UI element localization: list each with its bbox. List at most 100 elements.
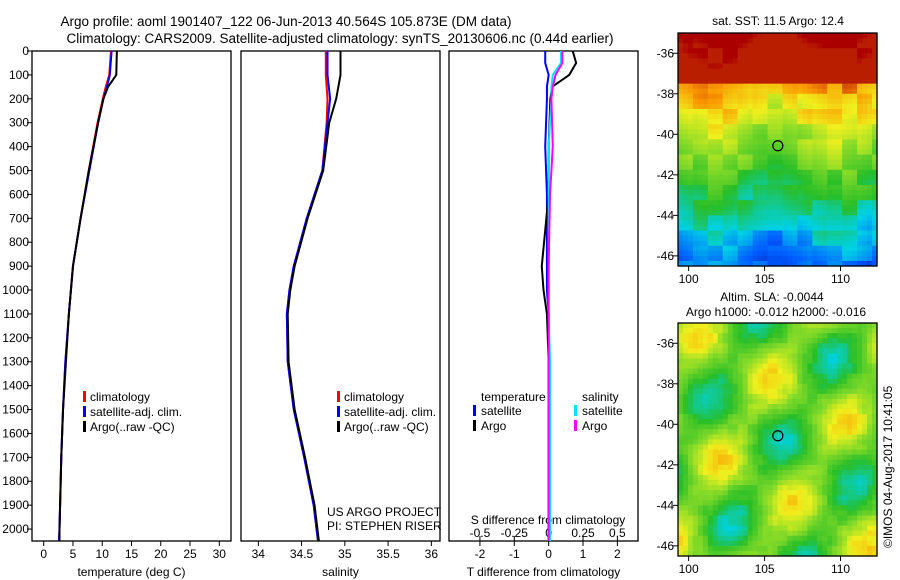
map-cell [832, 338, 838, 344]
map-cell [847, 240, 853, 247]
map-cell [782, 439, 789, 446]
map-cell [757, 53, 764, 59]
map-cell [752, 414, 759, 420]
map-cell [697, 383, 704, 390]
map-cell [802, 108, 808, 115]
map-cell [787, 328, 794, 334]
map-cell [722, 480, 729, 486]
map-cell [767, 353, 774, 360]
map-cell [782, 373, 789, 380]
map-cell [747, 164, 754, 171]
map-cell [782, 88, 789, 95]
map-cell [752, 63, 759, 70]
map-cell [782, 419, 789, 425]
map-cell [812, 230, 818, 237]
map-cell [722, 540, 729, 547]
map-cell [777, 174, 784, 181]
map-cell [697, 114, 704, 120]
map-cell [867, 205, 873, 211]
map-cell [832, 500, 838, 506]
map-cell [697, 184, 704, 191]
map-cell [678, 139, 684, 146]
map-cell [687, 434, 694, 441]
map-cell [777, 333, 784, 339]
map-cell [682, 225, 689, 232]
map-cell [717, 404, 724, 410]
map-cell [737, 68, 744, 75]
map-cell [697, 545, 704, 552]
map-cell [687, 98, 694, 105]
map-cell [697, 500, 704, 506]
map-cell [787, 429, 794, 436]
map-cell [817, 490, 823, 496]
legend-swatch [574, 420, 577, 431]
map-cell [867, 260, 873, 267]
map-cell [792, 154, 798, 161]
map-cell [707, 58, 714, 64]
map-cell [827, 393, 833, 400]
map-cell [857, 368, 863, 375]
map-cell [678, 98, 684, 105]
map-cell [702, 33, 709, 39]
map-cell [732, 58, 739, 64]
x-tick-label: 105 [755, 272, 775, 286]
map-cell [817, 98, 823, 105]
map-cell [832, 444, 838, 451]
map-cell [787, 93, 794, 100]
map-cell [802, 154, 808, 161]
map-cell [862, 149, 868, 156]
map-cell [737, 500, 744, 506]
map-cell [817, 43, 823, 49]
map-cell [802, 459, 808, 466]
map-cell [707, 540, 714, 547]
map-cell [842, 439, 848, 446]
map-cell [682, 323, 689, 329]
map-cell [762, 240, 769, 247]
map-cell [757, 78, 764, 85]
map-cell [822, 78, 828, 85]
map-cell [802, 398, 808, 405]
map-cell [707, 459, 714, 466]
map-cell [862, 124, 868, 130]
map-cell [787, 139, 794, 146]
map-cell [682, 78, 689, 85]
map-cell [857, 129, 863, 135]
map-cell [807, 144, 813, 151]
map-cell [867, 444, 873, 451]
map-cell [812, 33, 818, 39]
map-cell [717, 515, 724, 522]
map-cell [737, 190, 744, 196]
map-cell [707, 215, 714, 222]
map-cell [752, 515, 759, 522]
map-cell [847, 230, 853, 237]
map-cell [847, 164, 853, 171]
map-cell [822, 449, 828, 456]
map-cell [782, 205, 789, 211]
map-cell [832, 333, 838, 339]
map-cell [717, 215, 724, 222]
map-cell [872, 393, 878, 400]
map-cell [797, 419, 803, 425]
map-cell [712, 93, 719, 100]
map-cell [792, 68, 798, 75]
map-cell [802, 363, 808, 370]
map-cell [697, 235, 704, 242]
map-cell [837, 255, 843, 262]
map-cell [827, 169, 833, 176]
map-cell [817, 388, 823, 395]
map-cell [802, 535, 808, 542]
map-cell [747, 114, 754, 120]
map-cell [837, 58, 843, 64]
map-cell [787, 179, 794, 186]
map-cell [852, 464, 858, 471]
map-cell [832, 230, 838, 237]
map-cell [862, 184, 868, 191]
map-cell [872, 363, 878, 370]
map-cell [832, 520, 838, 527]
map-cell [752, 139, 759, 146]
map-cell [712, 378, 719, 385]
map-cell [857, 353, 863, 360]
map-cell [847, 184, 853, 191]
map-cell [832, 215, 838, 222]
map-cell [862, 73, 868, 80]
